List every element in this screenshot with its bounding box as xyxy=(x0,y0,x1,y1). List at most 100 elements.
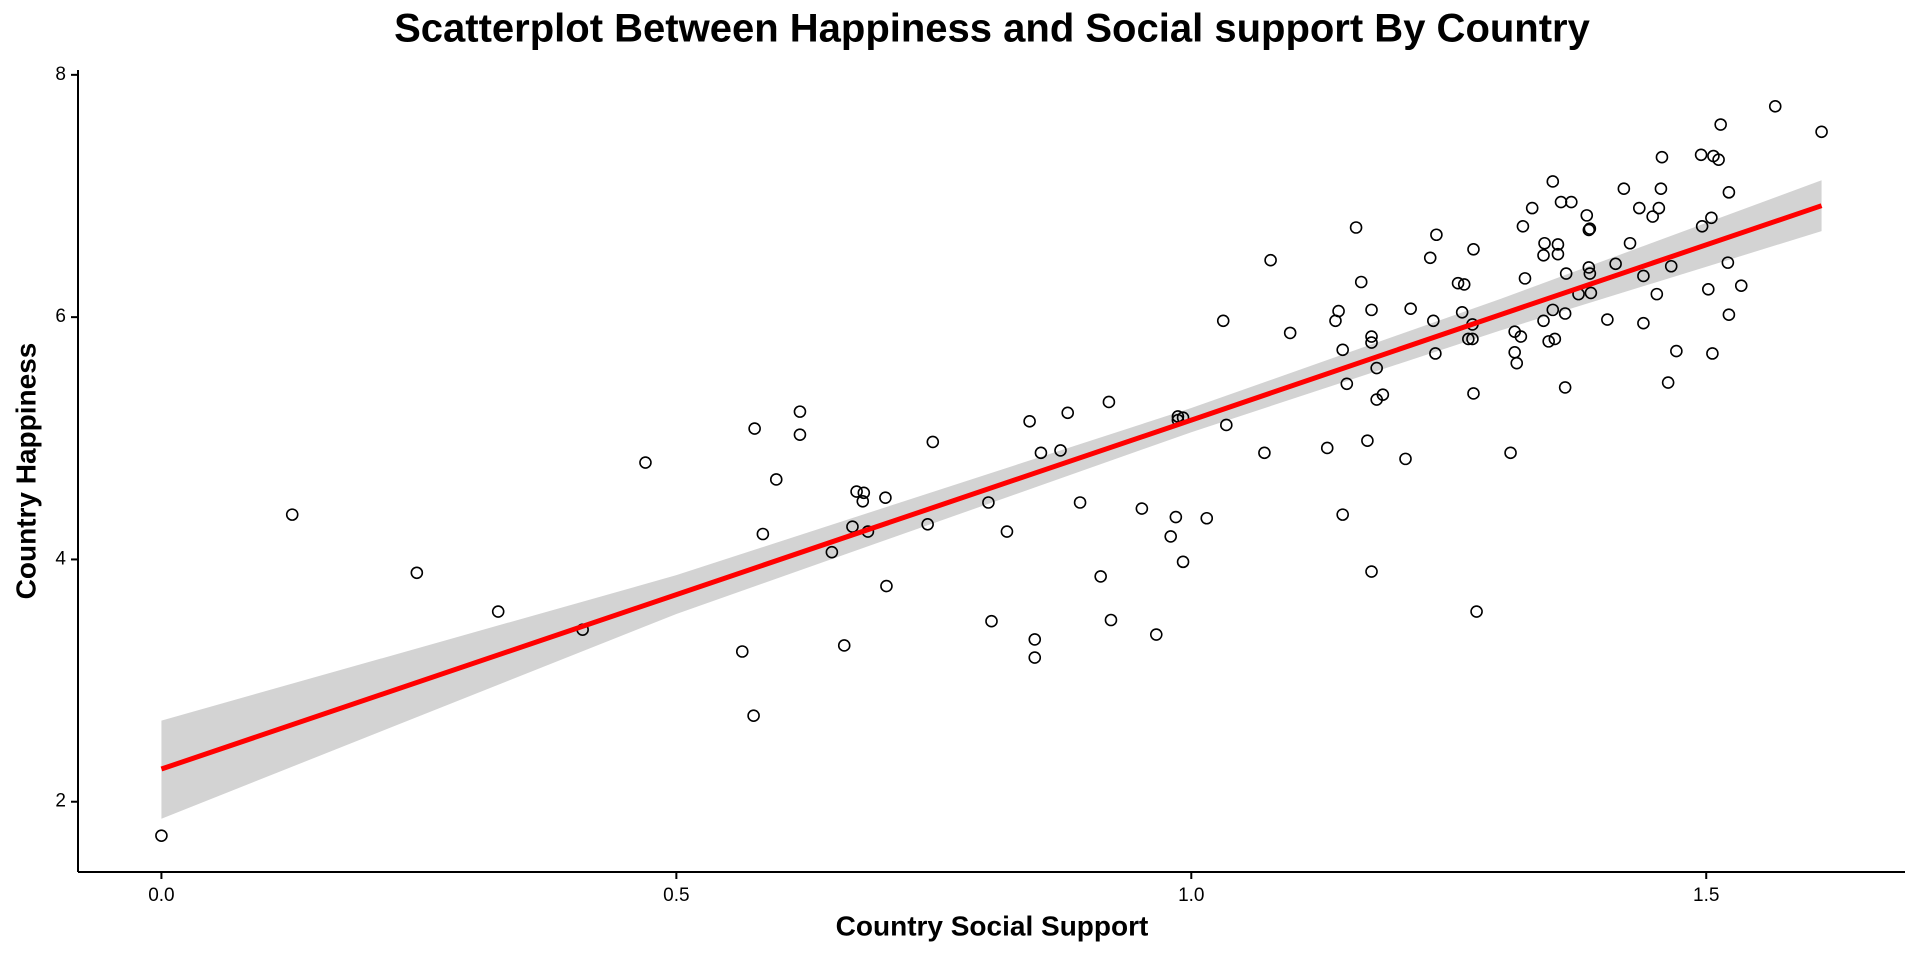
confidence-band xyxy=(161,180,1822,819)
data-point xyxy=(1546,175,1560,188)
data-point xyxy=(1546,303,1560,317)
data-point xyxy=(1455,305,1469,319)
x-tick-label: 0.5 xyxy=(663,885,689,906)
data-point xyxy=(850,485,863,498)
data-point xyxy=(1054,444,1067,457)
data-point xyxy=(1558,381,1572,394)
chart-title: Scatterplot Between Happiness and Social… xyxy=(394,7,1591,51)
data-point xyxy=(1623,236,1637,250)
data-point xyxy=(1164,530,1177,543)
data-point xyxy=(880,579,893,593)
data-point xyxy=(1722,186,1736,199)
data-point xyxy=(1559,267,1573,280)
data-point xyxy=(1365,303,1378,317)
data-point xyxy=(793,405,807,418)
data-point xyxy=(1583,222,1597,236)
data-point xyxy=(1365,336,1378,349)
data-point xyxy=(1028,633,1042,646)
y-tick-label: 6 xyxy=(55,306,66,327)
data-point xyxy=(491,605,505,618)
data-point xyxy=(1815,125,1828,139)
data-point xyxy=(1694,148,1708,162)
data-point xyxy=(1149,628,1163,641)
data-point xyxy=(1504,446,1517,460)
data-point xyxy=(1467,242,1480,256)
data-point xyxy=(1514,330,1528,343)
data-point xyxy=(1200,511,1214,525)
data-point xyxy=(1768,100,1782,113)
data-point xyxy=(1332,304,1345,318)
data-point xyxy=(1283,326,1297,340)
data-point xyxy=(1654,182,1668,196)
data-point xyxy=(1216,314,1230,328)
data-point xyxy=(1466,332,1479,346)
data-point xyxy=(1376,388,1390,401)
data-point xyxy=(1558,307,1572,320)
fit-line xyxy=(160,203,1823,772)
data-point xyxy=(1661,376,1675,389)
data-point xyxy=(1404,302,1417,315)
data-point xyxy=(285,508,299,521)
data-point xyxy=(985,614,998,628)
data-point xyxy=(1135,502,1149,515)
data-point xyxy=(747,709,760,723)
data-point xyxy=(1609,257,1622,271)
data-point xyxy=(879,491,892,504)
data-point xyxy=(1714,118,1727,131)
data-point xyxy=(1336,343,1349,357)
data-point xyxy=(1320,441,1334,455)
data-point xyxy=(1548,332,1562,346)
data-point xyxy=(1467,387,1480,400)
data-point xyxy=(1429,347,1442,360)
data-point xyxy=(1632,201,1646,215)
data-point xyxy=(1176,555,1190,569)
data-point xyxy=(756,527,770,541)
data-point xyxy=(639,456,652,469)
data-point xyxy=(837,639,851,652)
data-point xyxy=(1470,605,1483,618)
y-tick-label: 8 xyxy=(55,64,66,85)
data-point xyxy=(1354,275,1368,289)
data-point xyxy=(846,520,859,534)
data-point xyxy=(1695,219,1709,233)
data-point xyxy=(1462,332,1475,346)
x-tick-label: 1.0 xyxy=(1178,885,1204,906)
data-point xyxy=(1061,406,1075,420)
data-point xyxy=(1510,356,1524,370)
data-point xyxy=(1361,434,1374,448)
data-point xyxy=(1171,410,1185,423)
data-point xyxy=(1721,256,1735,269)
y-tick-label: 2 xyxy=(55,791,66,812)
data-point xyxy=(1701,282,1715,296)
data-point xyxy=(1340,377,1354,391)
data-point xyxy=(1554,195,1568,209)
data-point xyxy=(1430,228,1443,242)
data-point xyxy=(1551,238,1565,251)
data-point xyxy=(1169,510,1183,524)
data-point xyxy=(793,428,807,441)
data-point xyxy=(1427,314,1440,328)
data-point xyxy=(1094,570,1107,583)
data-point xyxy=(1365,565,1378,578)
data-point xyxy=(769,473,783,486)
data-point xyxy=(1582,223,1596,237)
data-point xyxy=(1551,247,1565,261)
data-point xyxy=(1365,330,1378,343)
data-point xyxy=(1073,496,1087,509)
data-point xyxy=(1220,418,1233,432)
data-point xyxy=(1617,182,1631,196)
data-point xyxy=(1537,249,1550,262)
data-point xyxy=(1705,211,1718,225)
data-point xyxy=(857,486,871,500)
data-point xyxy=(1712,153,1725,166)
data-point xyxy=(1584,286,1598,300)
data-point xyxy=(1542,335,1555,348)
data-point xyxy=(1104,613,1118,627)
data-point xyxy=(1423,251,1437,265)
data-point xyxy=(1034,446,1048,460)
data-point xyxy=(1565,195,1578,209)
data-point xyxy=(1399,452,1412,466)
data-point xyxy=(1637,269,1650,283)
data-point xyxy=(1670,344,1683,358)
